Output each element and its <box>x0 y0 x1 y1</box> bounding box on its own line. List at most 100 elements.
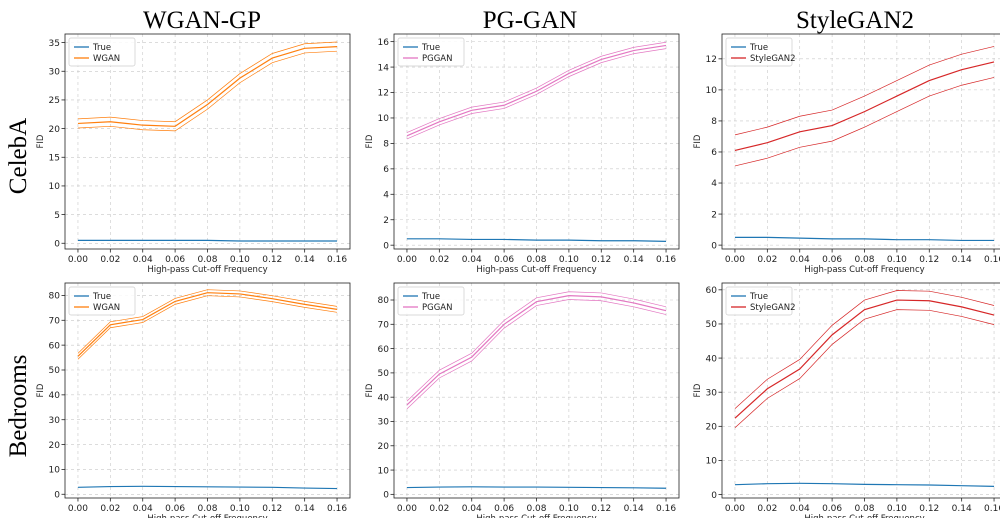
y-tick-label: 0 <box>383 491 389 501</box>
chart-panel-1: 0.00 0.02 0.04 0.06 0.08 0.10 0.12 0.14 0.16 0 2 4 6… <box>365 33 680 275</box>
x-tick-label: 0.00 <box>725 255 745 265</box>
y-tick-label: 10 <box>378 466 390 476</box>
series-wgan-lower-bound <box>77 50 338 132</box>
x-tick-label: 0.08 <box>197 255 217 265</box>
y-tick-label: 4 <box>711 179 717 189</box>
x-tick-label: 0.10 <box>559 255 579 265</box>
x-tick-label: 0.10 <box>887 504 907 514</box>
y-axis-label: FID <box>365 383 375 397</box>
y-tick-label: 20 <box>378 442 390 452</box>
x-tick-label: 0.16 <box>656 504 676 514</box>
y-tick-label: 30 <box>706 388 718 398</box>
y-axis-label: FID <box>365 134 375 148</box>
x-tick-label: 0.02 <box>429 504 449 514</box>
y-tick-label: 6 <box>711 148 717 158</box>
y-tick-label: 8 <box>383 140 389 150</box>
series-wgan-line <box>77 292 338 357</box>
y-tick-label: 30 <box>49 416 61 426</box>
x-tick-label: 0.12 <box>262 504 282 514</box>
x-tick-label: 0.08 <box>854 255 874 265</box>
y-tick-label: 6 <box>383 165 389 175</box>
y-tick-label: 35 <box>49 39 60 49</box>
series-wgan-upper-bound <box>77 41 338 123</box>
series-stylegan2-lower-bound <box>734 77 995 167</box>
series-stylegan2-lower-bound <box>734 309 995 428</box>
y-tick-label: 60 <box>706 286 718 296</box>
y-axis-label: FID <box>36 134 46 148</box>
y-tick-label: 20 <box>49 441 61 451</box>
y-tick-label: 2 <box>383 216 389 226</box>
legend-entry-true: True <box>92 43 111 53</box>
y-tick-label: 20 <box>706 423 718 433</box>
x-tick-label: 0.12 <box>262 255 282 265</box>
y-tick-label: 0 <box>711 491 717 501</box>
y-tick-label: 25 <box>49 96 60 106</box>
x-tick-label: 0.00 <box>725 504 745 514</box>
series-true-line <box>734 236 995 242</box>
x-tick-label: 0.02 <box>757 255 777 265</box>
legend-box <box>725 286 793 316</box>
x-tick-label: 0.14 <box>952 255 972 265</box>
y-tick-label: 50 <box>378 369 390 379</box>
x-tick-label: 0.14 <box>624 504 644 514</box>
y-tick-label: 50 <box>706 320 718 330</box>
series-stylegan2-line <box>734 61 995 152</box>
x-tick-label: 0.12 <box>919 255 939 265</box>
x-tick-label: 0.16 <box>984 504 1000 514</box>
x-tick-label: 0.02 <box>100 255 120 265</box>
x-axis-label: High-pass Cut-off Frequency <box>147 514 267 518</box>
series-pggan-lower-bound <box>406 48 667 140</box>
series-stylegan2-line <box>734 299 995 419</box>
x-tick-label: 0.04 <box>462 255 482 265</box>
x-tick-label: 0.08 <box>197 504 217 514</box>
y-axis-label: FID <box>693 383 703 397</box>
y-tick-label: 12 <box>706 55 717 65</box>
y-tick-label: 16 <box>378 38 390 48</box>
x-tick-label: 0.00 <box>68 504 88 514</box>
x-tick-label: 0.04 <box>790 255 810 265</box>
legend-entry-true: True <box>421 43 440 53</box>
x-tick-label: 0.10 <box>230 504 250 514</box>
x-tick-label: 0.06 <box>822 255 842 265</box>
series-wgan-lower-bound <box>77 295 338 360</box>
y-tick-label: 40 <box>706 354 718 364</box>
x-tick-label: 0.14 <box>624 255 644 265</box>
y-tick-label: 15 <box>49 153 60 163</box>
series-pggan-lower-bound <box>406 299 667 410</box>
series-true-line <box>734 482 995 487</box>
y-tick-label: 0 <box>54 490 60 500</box>
x-tick-label: 0.00 <box>397 255 417 265</box>
series-true-line <box>77 485 338 490</box>
series-wgan-upper-bound <box>77 289 338 354</box>
legend-box <box>68 37 136 67</box>
y-tick-label: 70 <box>49 316 61 326</box>
legend-entry-true: True <box>749 292 768 302</box>
series-pggan-upper-bound <box>406 291 667 402</box>
legend-entry-wgan: WGAN <box>93 54 120 64</box>
series-true-line <box>406 238 667 242</box>
x-tick-label: 0.04 <box>790 504 810 514</box>
chart-panel-3: 0.00 0.02 0.04 0.06 0.08 0.10 0.12 0.14 0.16 0 10 2… <box>36 282 351 518</box>
y-tick-label: 30 <box>49 67 61 77</box>
y-tick-label: 4 <box>383 190 389 200</box>
y-tick-label: 50 <box>49 366 61 376</box>
x-tick-label: 0.04 <box>133 255 153 265</box>
x-tick-label: 0.16 <box>656 255 676 265</box>
x-tick-label: 0.10 <box>230 255 250 265</box>
x-tick-label: 0.10 <box>887 255 907 265</box>
legend-entry-stylegan2: StyleGAN2 <box>750 303 796 313</box>
series-stylegan2-upper-bound <box>734 290 995 409</box>
y-tick-label: 10 <box>378 114 390 124</box>
chart-panel-0: 0.00 0.02 0.04 0.06 0.08 0.10 0.12 0.14 0.16 0 5 10… <box>36 33 351 275</box>
x-tick-label: 0.06 <box>165 255 185 265</box>
legend-box <box>725 37 793 67</box>
legend-box <box>397 37 465 67</box>
series-pggan-line <box>406 295 667 406</box>
x-tick-label: 0.08 <box>854 504 874 514</box>
legend-entry-true: True <box>92 292 111 302</box>
x-tick-label: 0.08 <box>526 504 546 514</box>
x-tick-label: 0.04 <box>133 504 153 514</box>
x-tick-label: 0.14 <box>295 255 315 265</box>
